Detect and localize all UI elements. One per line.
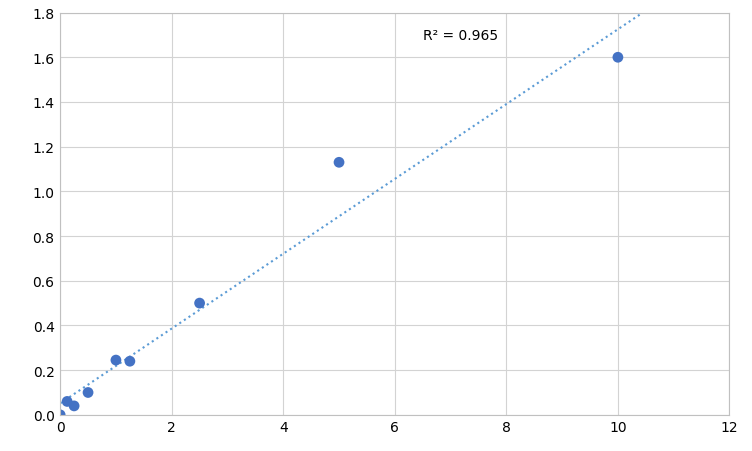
Point <box>333 159 345 166</box>
Text: R² = 0.965: R² = 0.965 <box>423 29 498 43</box>
Point <box>82 389 94 396</box>
Point <box>110 357 122 364</box>
Point <box>124 358 136 365</box>
Point <box>54 411 66 419</box>
Point <box>612 55 624 62</box>
Point <box>68 402 80 410</box>
Point <box>193 300 205 307</box>
Point <box>61 398 73 405</box>
